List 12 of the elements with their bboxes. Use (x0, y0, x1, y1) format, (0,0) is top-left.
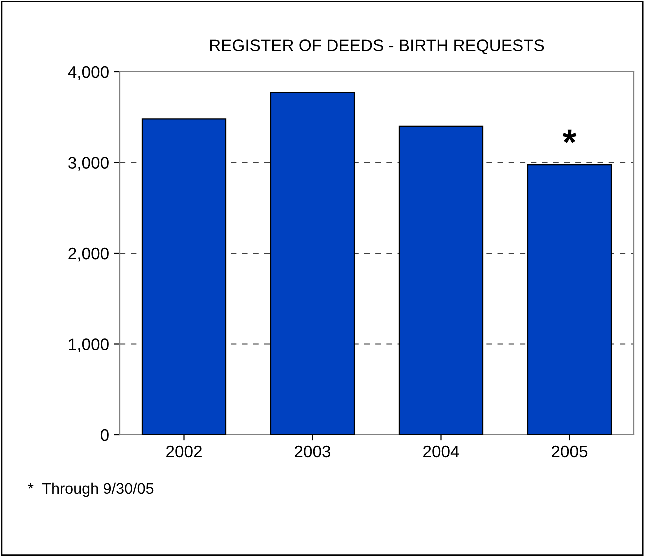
x-tick-label: 2002 (166, 446, 202, 458)
text: * Through 9/30/05 (28, 482, 154, 498)
x-tick-label: 2004 (424, 446, 460, 458)
y-tick-label: 3,000 (68, 157, 109, 171)
chart-title: REGISTER OF DEEDS - BIRTH REQUESTS (210, 40, 544, 54)
y-tick-label: 2,000 (68, 248, 109, 262)
x-tick-label: 2005 (552, 446, 588, 458)
x-tick-label: 2003 (295, 446, 331, 458)
y-tick-label: 4,000 (68, 66, 109, 80)
y-tick-label: 0 (100, 429, 109, 442)
y-tick-label: 1,000 (69, 338, 109, 352)
annotation: * (562, 130, 577, 144)
